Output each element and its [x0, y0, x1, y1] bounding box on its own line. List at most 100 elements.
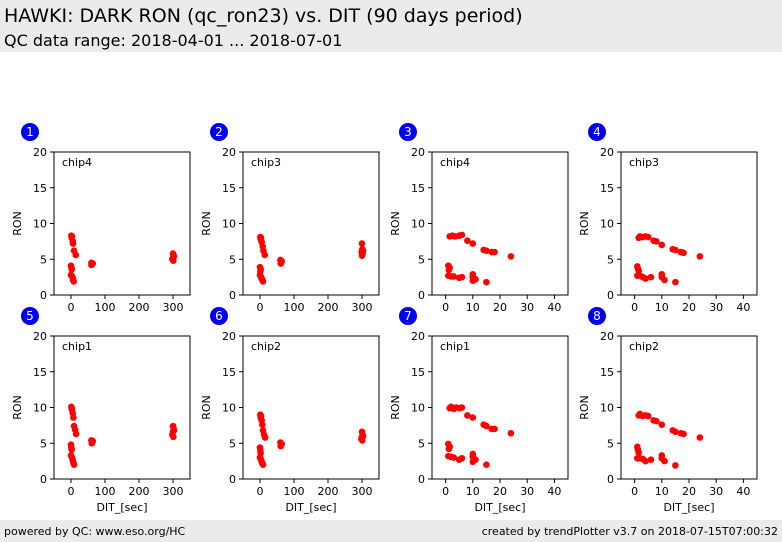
- header-bar: HAWKI: DARK RON (qc_ron23) vs. DIT (90 d…: [0, 0, 782, 52]
- y-tick-label: 10: [33, 402, 47, 415]
- y-tick-label: 15: [600, 182, 614, 195]
- data-point: [644, 233, 652, 241]
- axes-frame: [242, 151, 380, 296]
- y-tick-label: 5: [229, 253, 236, 266]
- data-point: [642, 457, 649, 465]
- panel-badge-number: 3: [404, 125, 412, 139]
- y-tick-label: 0: [607, 289, 614, 302]
- data-point: [259, 421, 266, 428]
- x-tick-label: 300: [352, 301, 373, 314]
- data-point: [491, 425, 498, 433]
- x-tick-label: 20: [682, 301, 696, 314]
- data-point: [680, 249, 687, 257]
- y-axis-label: RON: [389, 211, 402, 236]
- data-point: [170, 253, 178, 260]
- data-point: [170, 427, 178, 434]
- x-tick-label: 0: [631, 485, 638, 498]
- data-point: [696, 253, 704, 260]
- y-tick-label: 0: [229, 289, 236, 302]
- data-point: [469, 277, 477, 285]
- x-tick-label: 200: [129, 301, 150, 314]
- y-tick-label: 5: [607, 253, 614, 266]
- data-point: [658, 241, 666, 249]
- data-point: [89, 437, 97, 445]
- x-tick-label: 300: [163, 485, 184, 498]
- chip-label: chip3: [629, 156, 659, 169]
- data-point: [696, 434, 704, 441]
- x-tick-label: 40: [547, 485, 561, 498]
- data-point: [635, 267, 642, 274]
- y-tick-label: 10: [600, 218, 614, 231]
- y-tick-label: 10: [222, 218, 236, 231]
- data-point: [642, 275, 649, 282]
- panel-badge: [588, 123, 606, 141]
- x-tick-label: 100: [95, 485, 116, 498]
- y-tick-label: 5: [418, 253, 425, 266]
- data-point: [68, 265, 75, 273]
- data-point: [672, 462, 679, 469]
- y-tick-label: 0: [418, 289, 425, 302]
- y-tick-label: 20: [33, 330, 47, 343]
- data-point: [464, 237, 471, 244]
- data-point: [469, 414, 477, 421]
- x-tick-label: 0: [68, 301, 75, 314]
- data-point: [483, 461, 490, 469]
- panel-badge-number: 6: [215, 309, 223, 323]
- data-point: [647, 456, 655, 463]
- data-point: [445, 266, 453, 274]
- panel-badge-number: 2: [215, 125, 223, 139]
- x-axis-label: DIT_[sec]: [96, 501, 147, 514]
- x-tick-label: 100: [95, 301, 116, 314]
- data-point: [483, 278, 490, 286]
- y-tick-label: 5: [40, 437, 47, 450]
- chip-label: chip2: [251, 340, 281, 353]
- data-point: [491, 248, 498, 256]
- data-point: [259, 278, 267, 285]
- y-tick-label: 20: [600, 330, 614, 343]
- x-axis-label: DIT_[sec]: [663, 501, 714, 514]
- x-tick-label: 40: [547, 301, 561, 314]
- data-point: [261, 434, 269, 441]
- data-point: [278, 258, 286, 265]
- footer-bar: powered by QC: www.eso.org/HC created by…: [0, 520, 782, 542]
- y-tick-label: 10: [411, 218, 425, 231]
- x-tick-label: 100: [284, 301, 305, 314]
- y-tick-label: 10: [600, 402, 614, 415]
- axes-frame: [53, 151, 191, 296]
- data-point: [68, 446, 75, 453]
- y-tick-label: 0: [40, 473, 47, 486]
- data-point: [672, 428, 679, 436]
- data-point: [658, 421, 666, 428]
- data-point: [70, 414, 77, 421]
- x-tick-label: 100: [284, 485, 305, 498]
- x-tick-label: 200: [318, 485, 339, 498]
- y-tick-label: 20: [411, 146, 425, 159]
- data-point: [469, 240, 477, 247]
- y-axis-label: RON: [200, 211, 213, 236]
- data-point: [70, 461, 78, 469]
- y-tick-label: 15: [33, 182, 47, 195]
- data-point: [653, 417, 660, 425]
- panel-badge-number: 7: [404, 309, 412, 323]
- data-point: [464, 412, 471, 419]
- data-point: [69, 240, 77, 247]
- x-tick-label: 20: [493, 301, 507, 314]
- data-point: [278, 440, 286, 448]
- data-point: [358, 240, 366, 247]
- data-point: [647, 273, 655, 281]
- x-tick-label: 30: [520, 301, 534, 314]
- y-tick-label: 15: [600, 366, 614, 379]
- data-point: [661, 276, 668, 284]
- data-point: [72, 251, 80, 259]
- y-tick-label: 5: [40, 253, 47, 266]
- chip-label: chip3: [251, 156, 281, 169]
- x-tick-label: 10: [655, 485, 669, 498]
- x-tick-label: 0: [257, 485, 264, 498]
- y-tick-label: 0: [418, 473, 425, 486]
- y-axis-label: RON: [578, 395, 591, 420]
- y-tick-label: 5: [418, 437, 425, 450]
- y-tick-label: 5: [229, 437, 236, 450]
- y-tick-label: 0: [607, 473, 614, 486]
- data-point: [359, 432, 367, 440]
